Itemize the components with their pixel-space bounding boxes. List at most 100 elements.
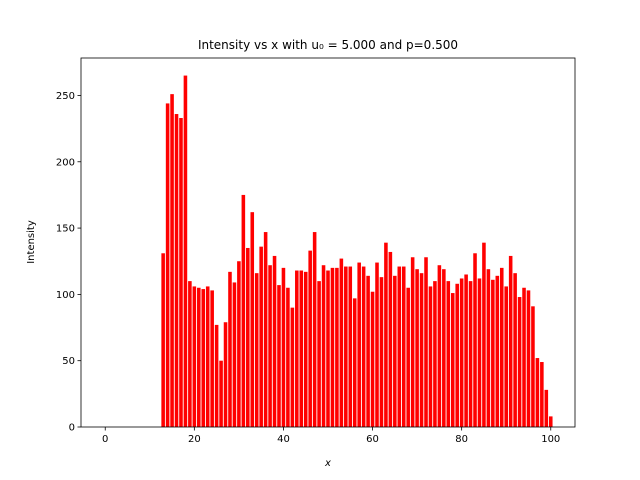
- bar: [366, 275, 370, 427]
- bar: [548, 416, 553, 427]
- bar: [339, 258, 344, 427]
- x-tick-label: 60: [366, 434, 379, 445]
- bar: [348, 266, 353, 427]
- bar: [277, 285, 281, 427]
- bar: [268, 265, 272, 427]
- bar: [228, 271, 232, 427]
- bar: [526, 290, 531, 427]
- bar: [197, 287, 201, 427]
- bar: [504, 286, 508, 427]
- bar: [241, 194, 246, 427]
- x-tick-label: 100: [541, 434, 560, 445]
- bar: [259, 246, 263, 427]
- x-tick-label: 20: [188, 434, 201, 445]
- bar: [286, 287, 290, 427]
- bar: [531, 306, 535, 427]
- bar: [250, 212, 255, 427]
- chart-title: Intensity vs x with u₀ = 5.000 and p=0.5…: [198, 38, 458, 52]
- bar: [495, 275, 500, 427]
- bar: [486, 269, 491, 427]
- bar: [375, 262, 379, 427]
- bar: [424, 257, 428, 427]
- bar: [464, 274, 468, 427]
- bar: [188, 281, 192, 427]
- bar: [344, 266, 348, 427]
- bar: [468, 281, 473, 427]
- bar: [473, 253, 477, 427]
- y-tick-label: 50: [62, 356, 75, 367]
- bar: [263, 232, 268, 427]
- bar: [210, 290, 214, 427]
- bar: [317, 281, 321, 427]
- bar: [326, 270, 330, 427]
- x-tick-label: 40: [277, 434, 290, 445]
- bar: [174, 114, 179, 427]
- bar: [352, 298, 357, 427]
- y-axis-label: Intensity: [26, 220, 37, 264]
- bar: [246, 247, 250, 427]
- bar: [335, 267, 339, 427]
- bar: [357, 262, 361, 427]
- bar: [232, 282, 237, 427]
- bar: [513, 273, 517, 427]
- x-tick-label: 80: [455, 434, 468, 445]
- bar: [415, 269, 419, 427]
- bar: [540, 362, 544, 427]
- bar: [477, 278, 482, 427]
- bar: [379, 277, 384, 427]
- bar: [433, 281, 437, 427]
- bar: [179, 118, 183, 427]
- y-tick-label: 150: [56, 224, 75, 235]
- bar: [522, 287, 526, 427]
- bar: [254, 273, 259, 427]
- bar: [321, 265, 326, 427]
- bar: [508, 255, 513, 427]
- bar: [299, 270, 304, 427]
- bar: [446, 281, 451, 427]
- bar: [223, 322, 228, 427]
- bar: [397, 266, 402, 427]
- bar: [330, 267, 335, 427]
- bar: [170, 94, 174, 428]
- x-tick-label: 0: [102, 434, 108, 445]
- bar: [419, 273, 424, 427]
- bar: [428, 286, 433, 427]
- bar: [219, 360, 223, 427]
- bar: [312, 232, 317, 427]
- y-tick-label: 200: [56, 157, 75, 168]
- bar: [272, 255, 277, 427]
- bar: [165, 103, 170, 428]
- bar: [535, 358, 540, 427]
- x-axis-label: x: [324, 458, 331, 469]
- bar: [214, 324, 219, 427]
- bar: [161, 253, 165, 427]
- bar: [370, 291, 375, 427]
- bar: [388, 251, 393, 427]
- bar: [393, 275, 397, 427]
- bar: [442, 269, 446, 427]
- bar: [192, 286, 197, 427]
- bar: [459, 278, 464, 427]
- bar: [410, 257, 415, 427]
- bar: [406, 287, 410, 427]
- bar: [201, 289, 206, 427]
- bar: [401, 266, 406, 427]
- bar: [361, 266, 366, 427]
- bar: [544, 389, 549, 427]
- bar: [491, 279, 495, 427]
- bar: [237, 261, 241, 427]
- bar: [205, 286, 210, 427]
- bar: [437, 265, 442, 427]
- bar: [450, 293, 455, 427]
- bar: [295, 270, 299, 427]
- bar: [384, 242, 388, 427]
- y-tick-label: 250: [56, 91, 75, 102]
- bar: [517, 297, 522, 427]
- bar: [308, 250, 312, 427]
- bar: [281, 267, 286, 427]
- plot-frame: [80, 57, 576, 428]
- bar: [499, 267, 504, 427]
- y-tick-label: 100: [56, 290, 75, 301]
- bar: [303, 271, 308, 427]
